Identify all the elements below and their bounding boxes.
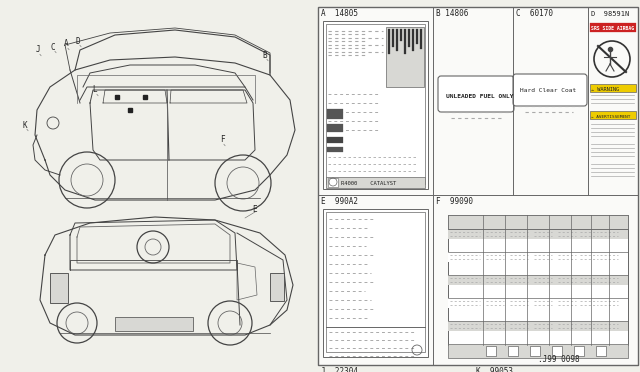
Text: E: E [253, 205, 257, 215]
Bar [327, 109, 343, 119]
Text: R4000    CATALYST: R4000 CATALYST [341, 181, 396, 186]
Text: K: K [22, 121, 28, 129]
Bar [326, 24, 425, 184]
Bar [486, 346, 496, 356]
Text: F  99090: F 99090 [436, 197, 473, 206]
Text: .J99 0098: .J99 0098 [538, 355, 580, 364]
Bar [412, 29, 414, 51]
Bar [323, 209, 428, 357]
Text: ⚠ WARNING: ⚠ WARNING [591, 87, 619, 92]
Bar [388, 29, 390, 54]
Bar [327, 124, 343, 132]
Text: C  60170: C 60170 [516, 9, 553, 18]
Bar [318, 7, 638, 365]
Text: D: D [76, 36, 80, 45]
Text: UNLEADED FUEL ONLY: UNLEADED FUEL ONLY [446, 94, 513, 99]
Bar [448, 298, 628, 308]
FancyBboxPatch shape [513, 74, 587, 106]
Text: A: A [64, 39, 68, 48]
Bar [448, 321, 628, 331]
Text: B: B [262, 51, 268, 60]
Bar [448, 344, 628, 358]
Text: J: J [36, 45, 40, 55]
Text: B 14806: B 14806 [436, 9, 468, 18]
Bar [530, 346, 540, 356]
Bar [590, 23, 636, 32]
Bar [323, 21, 428, 189]
Bar [574, 346, 584, 356]
Bar [596, 346, 606, 356]
Text: SRS SIDE AIRBAG: SRS SIDE AIRBAG [591, 26, 634, 31]
Bar [270, 273, 284, 301]
Bar [448, 275, 628, 285]
Text: K  99053: K 99053 [476, 367, 513, 372]
Text: F: F [220, 135, 224, 144]
Bar [326, 212, 425, 352]
Bar [327, 147, 343, 152]
Bar [448, 215, 628, 345]
Bar [408, 29, 410, 47]
Bar [448, 229, 628, 239]
Text: J  22304: J 22304 [321, 367, 358, 372]
Bar [448, 252, 628, 262]
Bar [50, 273, 68, 303]
Text: D  98591N: D 98591N [591, 11, 629, 17]
Text: E  990A2: E 990A2 [321, 197, 358, 206]
Bar [115, 317, 193, 331]
Text: Hard Clear Coat: Hard Clear Coat [520, 88, 576, 93]
Bar [396, 29, 398, 51]
Bar [552, 346, 562, 356]
Bar [590, 111, 636, 119]
FancyBboxPatch shape [438, 76, 514, 112]
Bar [404, 29, 406, 54]
Bar [508, 346, 518, 356]
Bar [327, 137, 343, 143]
Text: L: L [93, 86, 97, 94]
Bar [590, 84, 636, 92]
Bar [328, 178, 338, 187]
Bar [416, 29, 418, 44]
Bar [326, 177, 425, 188]
Bar [448, 215, 628, 229]
Bar [420, 29, 422, 49]
Bar [400, 29, 402, 41]
Text: C: C [51, 42, 55, 51]
Bar [392, 29, 394, 47]
Bar [386, 27, 424, 87]
Text: ⚠ AVERTISSEMENT: ⚠ AVERTISSEMENT [591, 115, 630, 119]
Text: A  14805: A 14805 [321, 9, 358, 18]
